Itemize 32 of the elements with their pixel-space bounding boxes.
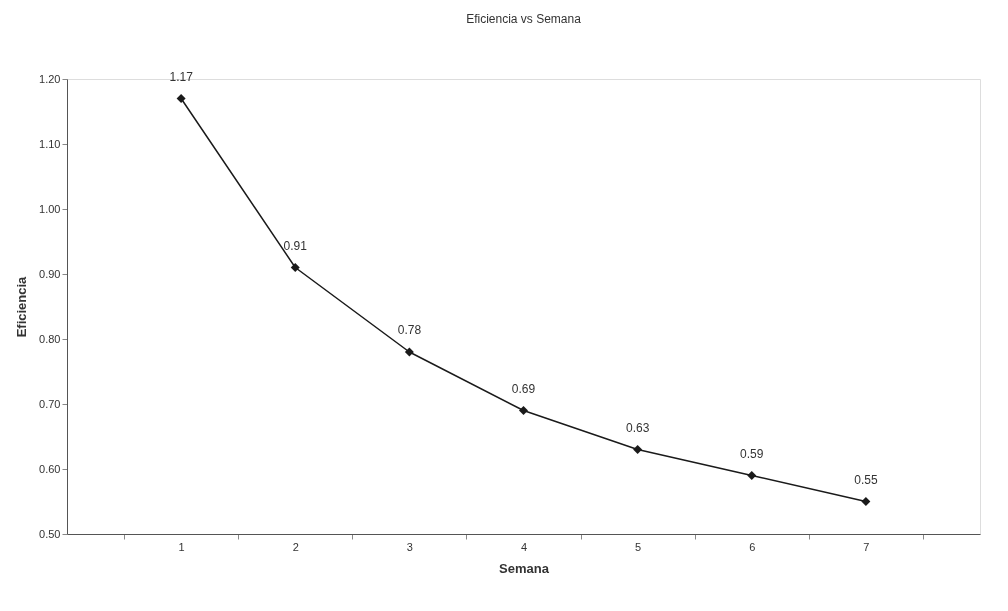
- data-label: 0.69: [511, 381, 536, 396]
- x-tick-label: 2: [292, 540, 299, 553]
- data-label: 0.91: [283, 238, 308, 253]
- y-tick-label: 0.80: [39, 332, 61, 345]
- y-axis-title: Eficiencia: [14, 275, 30, 338]
- y-tick-label: 0.90: [39, 267, 61, 280]
- point: [633, 445, 643, 454]
- point: [176, 94, 186, 103]
- x-tick-label: 5: [635, 540, 642, 553]
- point: [519, 406, 528, 415]
- y-tick-label: 1.20: [39, 72, 61, 85]
- x-axis-title: Semana: [499, 560, 550, 576]
- x-tick-label: 7: [863, 540, 870, 553]
- point: [404, 347, 414, 357]
- y-tick-label: 0.70: [39, 397, 61, 410]
- x-tick-label: 4: [520, 540, 528, 553]
- data-label: 0.78: [397, 323, 422, 337]
- point: [290, 263, 300, 272]
- point: [747, 471, 757, 480]
- x-tick-label: 6: [749, 540, 756, 553]
- data-label: 0.59: [740, 446, 764, 461]
- y-tick-label: 0.60: [39, 462, 61, 475]
- point: [861, 497, 871, 506]
- chart-title: Eficiencia vs Semana: [466, 11, 582, 26]
- y-tick-label: 0.50: [39, 527, 61, 540]
- data-label: 0.63: [625, 420, 650, 435]
- y-tick-label: 1.10: [39, 137, 61, 150]
- x-tick-label: 1: [178, 540, 185, 553]
- data-label: 1.17: [169, 69, 194, 84]
- data-label: 0.55: [854, 472, 878, 487]
- y-tick-label: 1.00: [39, 202, 61, 215]
- x-tick-label: 3: [406, 540, 413, 553]
